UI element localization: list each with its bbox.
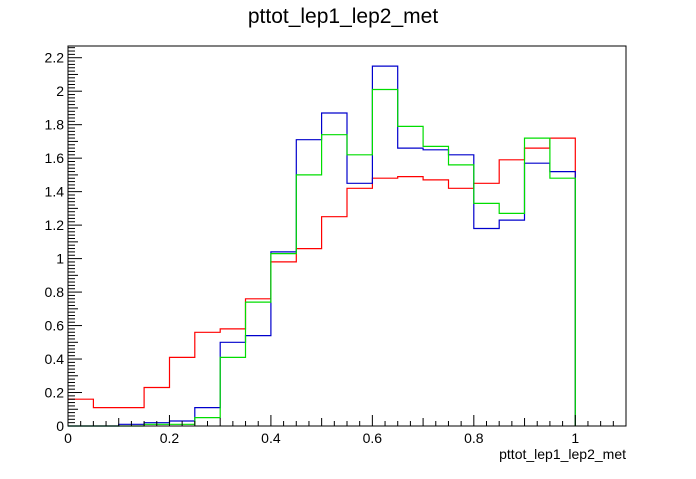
y-tick-label: 1.2 xyxy=(45,217,65,233)
chart-title: pttot_lep1_lep2_met xyxy=(248,5,438,28)
y-tick-label: 1.6 xyxy=(45,150,65,166)
axes-layer: 0 0.2 0.4 0.6 0.8 1 0 0.2 0.4 0.6 0.8 1 1.2 1.4 1.6 1.8… xyxy=(45,46,627,446)
histogram-series-1 xyxy=(68,137,576,426)
x-tick-label: 0.6 xyxy=(363,430,383,446)
x-tick-label: 0.4 xyxy=(261,430,281,446)
x-tick-label: 1 xyxy=(571,430,579,446)
y-tick-label: 1 xyxy=(56,251,64,267)
y-tick-label: 2.2 xyxy=(45,50,65,66)
y-tick-label: 0.2 xyxy=(45,385,65,401)
y-tick-label: 0.6 xyxy=(45,318,65,334)
series-layer xyxy=(68,65,576,427)
x-tick-label: 0.8 xyxy=(464,430,484,446)
x-tick-label: 0.2 xyxy=(160,430,180,446)
histogram-series-3 xyxy=(68,88,576,427)
x-axis-title: pttot_lep1_lep2_met xyxy=(499,446,626,462)
y-tick-label: 2 xyxy=(56,83,64,99)
y-tick-label: 1.4 xyxy=(45,184,65,200)
y-tick-label: 1.8 xyxy=(45,117,65,133)
plot-frame xyxy=(67,45,627,427)
x-tick-label: 0 xyxy=(64,430,72,446)
y-tick-label: 0.4 xyxy=(45,351,65,367)
y-tick-label: 0 xyxy=(56,418,64,434)
y-tick-label: 0.8 xyxy=(45,284,65,300)
